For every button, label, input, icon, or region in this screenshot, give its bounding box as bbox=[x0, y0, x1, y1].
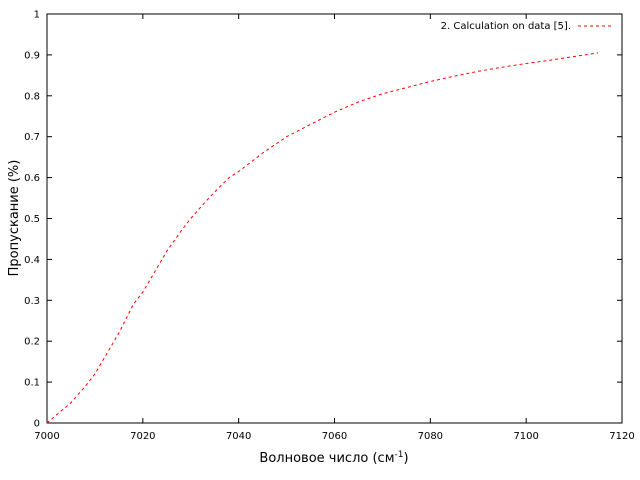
x-tick-label: 7020 bbox=[130, 431, 155, 442]
x-axis-label-main: Волновое число (см bbox=[259, 451, 394, 466]
x-tick-label: 7040 bbox=[226, 431, 251, 442]
y-tick-label: 0.5 bbox=[24, 214, 40, 225]
x-axis-label-close: ) bbox=[403, 451, 408, 466]
x-tick-label: 7100 bbox=[513, 431, 538, 442]
x-tick-label: 7120 bbox=[609, 431, 634, 442]
legend: 2. Calculation on data [5]. bbox=[441, 21, 612, 32]
plot-frame bbox=[46, 13, 623, 424]
x-tick-label: 7080 bbox=[418, 431, 443, 442]
x-tick-label: 7060 bbox=[322, 431, 347, 442]
y-tick-label: 0.2 bbox=[24, 337, 40, 348]
y-tick-label: 0.4 bbox=[24, 255, 40, 266]
y-tick-label: 0.7 bbox=[24, 132, 40, 143]
y-tick-label: 0.1 bbox=[24, 378, 40, 389]
y-axis: 0 0.1 0.2 0.3 0.4 0.5 0.6 0.7 0.8 0.9 1 bbox=[24, 10, 622, 430]
x-tick-label: 7000 bbox=[34, 431, 59, 442]
y-axis-label: Пропускание (%) bbox=[7, 160, 22, 277]
y-tick-label: 0.6 bbox=[24, 173, 40, 184]
y-tick-label: 0 bbox=[34, 419, 40, 430]
y-tick-label: 0.8 bbox=[24, 91, 40, 102]
x-axis-label: Волновое число (см-1) bbox=[259, 450, 408, 466]
y-tick-label: 0.9 bbox=[24, 50, 40, 61]
y-tick-label: 0.3 bbox=[24, 296, 40, 307]
x-axis-label-sup: -1 bbox=[395, 450, 404, 460]
x-axis: 7000 7020 7040 7060 7080 7100 7120 bbox=[34, 14, 635, 442]
series-line bbox=[46, 52, 599, 424]
y-tick-label: 1 bbox=[34, 10, 40, 21]
legend-label: 2. Calculation on data [5]. bbox=[441, 21, 571, 32]
